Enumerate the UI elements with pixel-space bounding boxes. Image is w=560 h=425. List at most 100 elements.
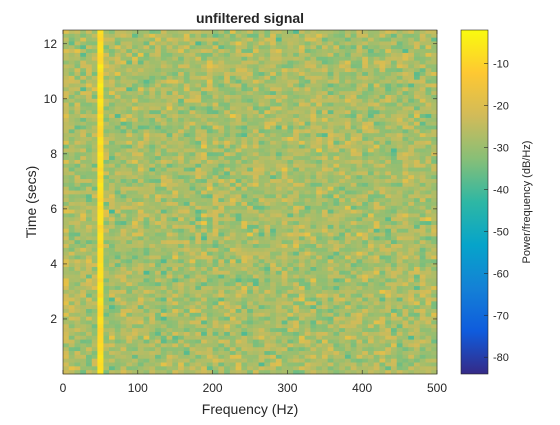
heatmap-cell (224, 301, 231, 306)
heatmap-cell (431, 293, 438, 298)
heatmap-cell (270, 221, 277, 226)
heatmap-cell (166, 163, 173, 168)
heatmap-cell (114, 64, 121, 69)
heatmap-cell (224, 297, 231, 302)
heatmap-cell (258, 301, 265, 306)
heatmap-cell (74, 228, 81, 233)
heatmap-cell (143, 309, 150, 314)
heatmap-cell (304, 52, 311, 58)
heatmap-cell (241, 152, 248, 157)
heatmap-cell (201, 30, 208, 35)
heatmap-cell (195, 102, 202, 107)
heatmap-cell (155, 259, 162, 264)
heatmap-cell (362, 278, 369, 283)
heatmap-cell (350, 121, 357, 126)
heatmap-cell (419, 37, 426, 42)
heatmap-cell (120, 305, 127, 310)
heatmap-cell (321, 286, 329, 291)
heatmap-cell (235, 274, 242, 279)
heatmap-cell (241, 182, 248, 188)
heatmap-cell (281, 316, 288, 321)
heatmap-cell (270, 148, 277, 153)
heatmap-cell (183, 213, 190, 218)
heatmap-cell (304, 64, 311, 69)
heatmap-cell (63, 137, 70, 142)
heatmap-cell (293, 68, 300, 73)
heatmap-cell (74, 247, 81, 253)
heatmap-cell (321, 37, 329, 42)
heatmap-cell (212, 56, 219, 61)
heatmap-cell (178, 255, 185, 260)
heatmap-cell (362, 182, 369, 188)
heatmap-cell (235, 320, 242, 325)
heatmap-cell (339, 232, 346, 237)
heatmap-cell (270, 190, 277, 195)
heatmap-cell (229, 79, 237, 84)
heatmap-cell (298, 251, 306, 256)
heatmap-cell (321, 198, 329, 203)
heatmap-cell (235, 278, 242, 283)
heatmap-cell (379, 209, 386, 214)
heatmap-cell (80, 159, 87, 165)
heatmap-cell (321, 41, 329, 46)
heatmap-cell (160, 232, 167, 237)
heatmap-cell (91, 312, 98, 318)
heatmap-cell (316, 182, 323, 188)
heatmap-cell (408, 236, 415, 241)
heatmap-cell (379, 121, 386, 126)
heatmap-cell (264, 133, 271, 138)
heatmap-cell (339, 259, 346, 264)
heatmap-cell (183, 64, 190, 69)
heatmap-cell (137, 209, 144, 214)
heatmap-cell (120, 286, 127, 291)
heatmap-cell (189, 49, 196, 54)
heatmap-cell (431, 251, 438, 256)
heatmap-cell (413, 163, 421, 168)
heatmap-cell (264, 293, 271, 298)
heatmap-cell (373, 49, 380, 54)
heatmap-cell (275, 137, 283, 142)
heatmap-cell (143, 41, 150, 46)
heatmap-cell (321, 83, 329, 88)
heatmap-cell (281, 137, 288, 142)
heatmap-cell (201, 56, 208, 61)
heatmap-cell (350, 75, 357, 81)
heatmap-cell (189, 144, 196, 149)
heatmap-cell (201, 163, 208, 168)
heatmap-cell (275, 228, 283, 233)
heatmap-cell (373, 87, 380, 92)
heatmap-cell (425, 125, 432, 130)
heatmap-cell (229, 125, 237, 130)
heatmap-cell (166, 232, 173, 237)
heatmap-cell (327, 224, 334, 230)
heatmap-cell (126, 244, 133, 249)
heatmap-cell (275, 30, 283, 35)
heatmap-cell (241, 148, 248, 153)
heatmap-cell (310, 144, 317, 149)
heatmap-cell (235, 217, 242, 222)
heatmap-cell (149, 125, 156, 130)
heatmap-cell (264, 163, 271, 168)
heatmap-cell (402, 121, 409, 126)
heatmap-cell (356, 83, 363, 88)
heatmap-cell (143, 244, 150, 249)
heatmap-cell (74, 30, 81, 35)
heatmap-cell (149, 259, 156, 264)
heatmap-cell (304, 37, 311, 42)
heatmap-cell (126, 33, 133, 39)
heatmap-cell (396, 194, 403, 199)
heatmap-cell (241, 102, 248, 107)
heatmap-cell (316, 110, 323, 115)
heatmap-cell (137, 91, 144, 96)
heatmap-cell (333, 121, 340, 126)
heatmap-cell (344, 125, 352, 130)
heatmap-cell (373, 37, 380, 42)
heatmap-cell (206, 163, 213, 168)
heatmap-cell (396, 102, 403, 107)
heatmap-cell (287, 270, 294, 276)
heatmap-cell (379, 30, 386, 35)
heatmap-cell (206, 110, 213, 115)
heatmap-cell (344, 156, 352, 161)
heatmap-cell (68, 221, 75, 226)
heatmap-cell (339, 91, 346, 96)
